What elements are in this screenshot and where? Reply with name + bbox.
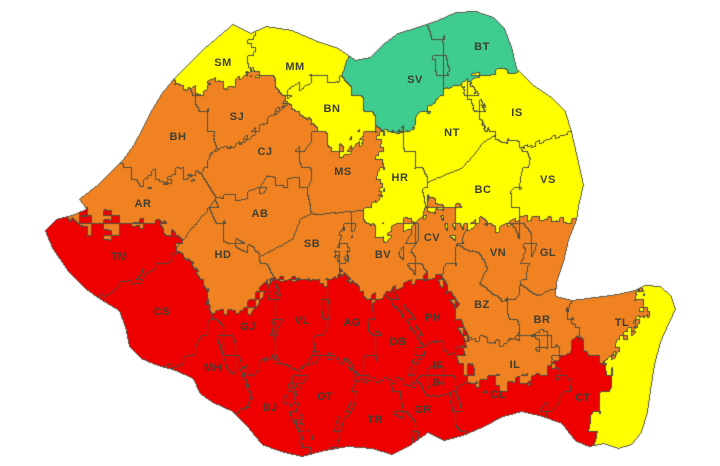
romania-county-warning-map [0, 0, 720, 466]
weather-warning-map-stage: SM MM BT SV BN IS NT VS BC HR SJ BH CJ MS AR AB HD SB BV CV… [0, 0, 720, 466]
